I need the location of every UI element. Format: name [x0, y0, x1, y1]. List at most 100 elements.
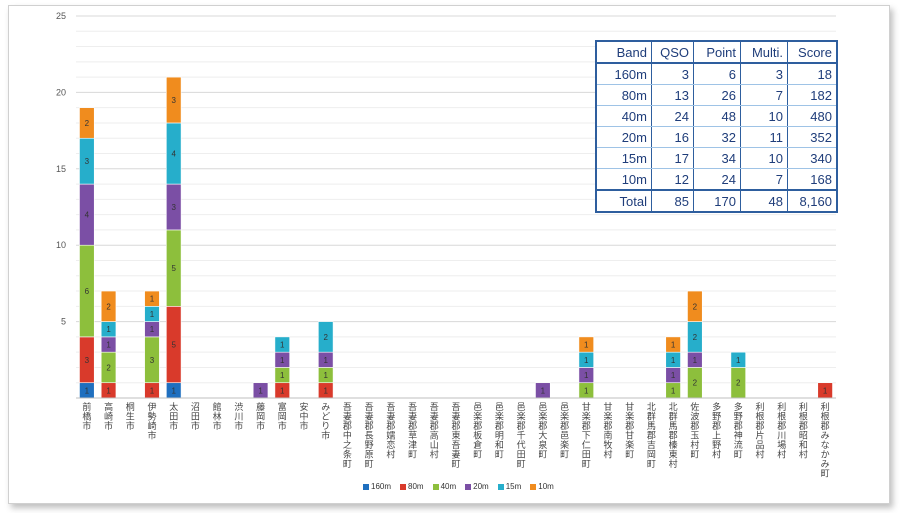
- data-label: 1: [150, 386, 155, 395]
- header-multi: Multi.: [740, 41, 788, 64]
- total-qso: 85: [651, 189, 694, 212]
- total-score: 8,160: [787, 189, 838, 212]
- cell-point: 32: [693, 126, 741, 148]
- cell-multi: 7: [740, 84, 788, 106]
- legend-item-160m: 160m: [363, 482, 391, 491]
- cell-score: 168: [787, 168, 838, 191]
- data-label: 1: [280, 371, 285, 380]
- data-label: 1: [584, 356, 589, 365]
- data-label: 1: [323, 371, 328, 380]
- header-band: Band: [595, 41, 652, 64]
- data-label: 2: [693, 302, 698, 311]
- x-tick-label: 甘楽郡南牧村: [603, 401, 612, 461]
- score-table-header-row: Band QSO Point Multi. Score: [595, 41, 838, 64]
- x-tick-label: 前橋市: [82, 401, 91, 432]
- cell-point: 26: [693, 84, 741, 106]
- y-tick-label: 25: [56, 11, 66, 21]
- cell-band: 20m: [595, 126, 652, 148]
- y-tick-label: 10: [56, 240, 66, 250]
- data-label: 1: [584, 341, 589, 350]
- legend-swatch: [530, 483, 537, 490]
- cell-score: 182: [787, 84, 838, 106]
- cell-qso: 16: [651, 126, 694, 148]
- data-label: 1: [671, 386, 676, 395]
- cell-band: 40m: [595, 105, 652, 127]
- data-label: 5: [171, 341, 176, 350]
- x-tick-label: 邑楽郡板倉町: [473, 402, 482, 461]
- x-tick-label: 安中市: [299, 401, 308, 432]
- cell-multi: 11: [740, 126, 788, 148]
- table-row: 40m 24 48 10 480: [595, 105, 838, 127]
- bar-segment-10m: [166, 76, 182, 124]
- cell-point: 48: [693, 105, 741, 127]
- data-label: 2: [106, 363, 111, 372]
- cell-multi: 3: [740, 63, 788, 85]
- data-label: 5: [171, 264, 176, 273]
- x-tick-label: 北群馬郡吉岡町: [647, 402, 656, 470]
- cell-multi: 10: [740, 105, 788, 127]
- y-tick-label: 20: [56, 87, 66, 97]
- data-label: 1: [85, 386, 90, 395]
- legend-label: 40m: [440, 482, 457, 491]
- table-row: 10m 12 24 7 168: [595, 168, 838, 191]
- legend-label: 160m: [371, 482, 392, 491]
- table-total-row: Total 85 170 48 8,160: [595, 189, 838, 212]
- x-tick-label: 吾妻郡長野原町: [365, 402, 374, 470]
- x-tick-label: 高崎市: [104, 401, 113, 432]
- data-label: 1: [106, 386, 111, 395]
- legend-item-80m: 80m: [400, 482, 424, 491]
- cell-band: 160m: [595, 63, 652, 85]
- cell-point: 34: [693, 147, 741, 169]
- data-label: 4: [171, 150, 176, 159]
- x-tick-label: 沼田市: [191, 402, 200, 432]
- x-tick-label: 利根郡片品村: [755, 401, 764, 461]
- data-label: 3: [85, 157, 90, 166]
- cell-qso: 24: [651, 105, 694, 127]
- cell-qso: 17: [651, 147, 694, 169]
- x-tick-label: 富岡市: [278, 401, 287, 432]
- y-axis-ticks: 5 10 15 20 25: [56, 11, 66, 327]
- bar-segment-10m: [144, 290, 160, 307]
- data-label: 1: [280, 341, 285, 350]
- x-tick-label: 甘楽郡甘楽町: [625, 401, 634, 461]
- legend-label: 20m: [473, 482, 489, 491]
- data-label: 2: [323, 333, 328, 342]
- x-tick-label: 館林市: [213, 401, 222, 432]
- x-tick-label: 桐生市: [126, 401, 135, 432]
- x-tick-label: 利根郡昭和村: [799, 401, 808, 461]
- header-score: Score: [787, 41, 838, 64]
- x-tick-label: 多野郡神流町: [734, 401, 743, 461]
- bar-segment-15m: [318, 321, 334, 353]
- score-table: Band QSO Point Multi. Score 160m 3 6 3 1…: [595, 40, 838, 213]
- cell-multi: 10: [740, 147, 788, 169]
- cell-score: 340: [787, 147, 838, 169]
- x-axis-labels: 前橋市 高崎市 桐生市 伊勢崎市 太田市 沼田市 館林市 渋川市 藤岡市 富岡市 安中市 みどり市 吾妻…: [82, 401, 829, 480]
- cell-band: 80m: [595, 84, 652, 106]
- legend-item-20m: 20m: [465, 482, 489, 491]
- x-tick-label: 吾妻郡草津町: [408, 402, 417, 461]
- x-tick-label: 佐波郡玉村町: [690, 401, 699, 461]
- data-label: 1: [693, 356, 698, 365]
- data-label: 2: [693, 379, 698, 388]
- data-label: 3: [171, 96, 176, 105]
- legend-swatch: [465, 483, 472, 490]
- legend: 160m 80m 40m 20m 15m 10m: [363, 482, 554, 491]
- x-tick-label: 伊勢崎市: [147, 401, 156, 442]
- data-label: 1: [150, 295, 155, 304]
- table-row: 20m 16 32 11 352: [595, 126, 838, 148]
- cell-point: 24: [693, 168, 741, 191]
- data-label: 6: [85, 287, 90, 296]
- legend-swatch: [363, 483, 369, 490]
- x-tick-label: 邑楽郡邑楽町: [560, 402, 569, 461]
- data-label: 1: [106, 341, 111, 350]
- cell-band: 15m: [595, 147, 652, 169]
- cell-score: 480: [787, 105, 838, 127]
- legend-item-15m: 15m: [497, 482, 521, 491]
- x-tick-label: 吾妻郡中之条町: [343, 402, 352, 470]
- data-label: 1: [258, 386, 263, 395]
- header-point: Point: [693, 41, 741, 64]
- cell-point: 6: [693, 63, 741, 85]
- data-label: 1: [280, 386, 285, 395]
